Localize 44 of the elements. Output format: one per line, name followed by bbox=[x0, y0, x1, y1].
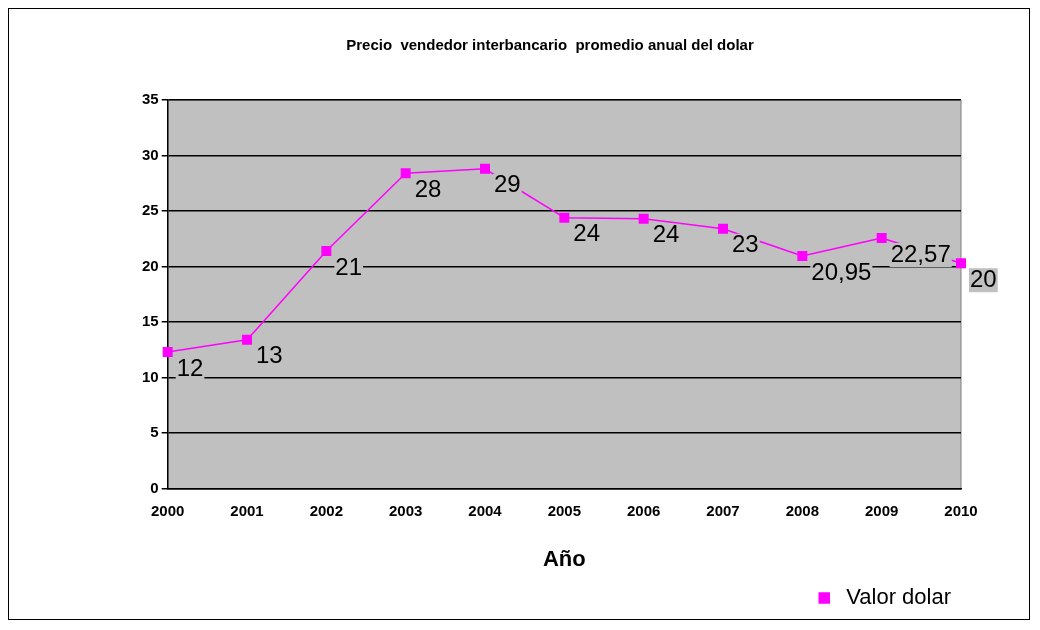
x-tick-label: 2001 bbox=[230, 501, 264, 519]
data-label: 20,95 bbox=[811, 257, 872, 285]
data-label: 24 bbox=[573, 219, 601, 247]
data-label: 24 bbox=[652, 220, 680, 248]
point bbox=[162, 347, 173, 358]
point bbox=[559, 212, 570, 223]
point bbox=[242, 334, 253, 345]
point bbox=[480, 163, 490, 174]
data-label: 28 bbox=[414, 174, 442, 202]
legend-label: Valor dolar bbox=[846, 584, 952, 610]
x-tick-label: 2010 bbox=[944, 501, 978, 519]
point bbox=[718, 223, 728, 234]
x-tick-label: 2000 bbox=[151, 501, 185, 519]
data-label: 22,57 bbox=[890, 239, 951, 267]
y-tick-label: 30 bbox=[142, 145, 159, 163]
data-label: 13 bbox=[256, 341, 283, 369]
point bbox=[400, 168, 411, 179]
x-tick-label: 2004 bbox=[468, 501, 503, 519]
point bbox=[797, 251, 808, 261]
y-tick-label: 35 bbox=[142, 90, 159, 108]
data-label: 20 bbox=[970, 264, 997, 292]
x-tick-label: 2003 bbox=[388, 501, 423, 519]
y-tick-label: 5 bbox=[150, 423, 159, 441]
y-tick-label: 0 bbox=[150, 478, 159, 496]
point bbox=[638, 213, 649, 224]
point bbox=[321, 246, 332, 256]
x-tick-label: 2002 bbox=[309, 501, 344, 519]
x-tick-label: 2007 bbox=[706, 501, 740, 519]
data-label: 23 bbox=[732, 230, 759, 258]
y-tick-label: 10 bbox=[142, 367, 159, 385]
y-tick-label: 25 bbox=[142, 201, 159, 219]
x-tick-label: 2008 bbox=[785, 501, 820, 519]
y-tick-label: 15 bbox=[142, 312, 159, 330]
point bbox=[956, 258, 966, 269]
data-label: 21 bbox=[335, 252, 363, 280]
x-tick-label: 2009 bbox=[864, 501, 899, 519]
y-tick-label: 20 bbox=[142, 256, 159, 274]
x-tick-label: 2006 bbox=[626, 501, 661, 519]
chart-title: Precio vendedor interbancario promedio anual del dolar bbox=[346, 36, 754, 54]
x-axis-title: Año bbox=[542, 545, 586, 571]
x-tick-label: 2005 bbox=[547, 501, 582, 519]
point bbox=[876, 233, 887, 243]
data-label: 29 bbox=[494, 170, 521, 198]
data-label: 12 bbox=[176, 353, 204, 381]
